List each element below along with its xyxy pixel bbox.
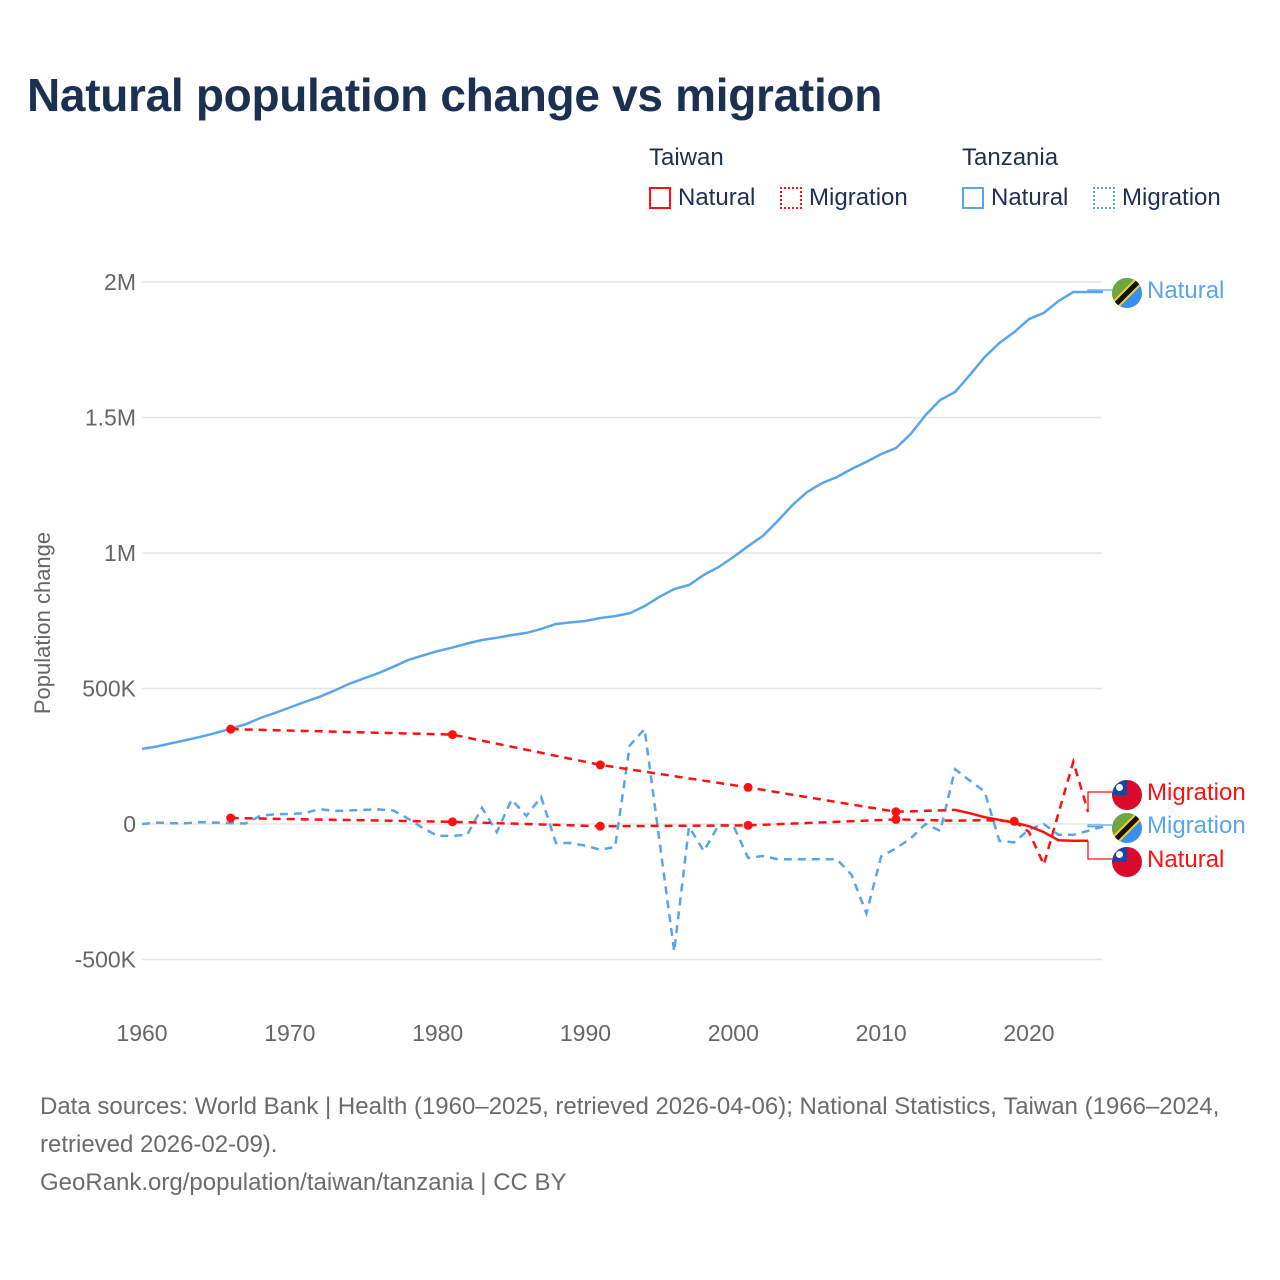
label-leader-line <box>1087 840 1112 860</box>
end-label-taiwan-migration: Migration <box>1147 779 1246 806</box>
line-tanzania-migration <box>141 726 1104 952</box>
data-point-marker[interactable] <box>595 821 605 831</box>
footer: Data sources: World Bank | Health (1960–… <box>40 1088 1250 1202</box>
x-tick-label: 1960 <box>116 1020 167 1046</box>
tanzania-flag-icon <box>1112 278 1142 308</box>
series-taiwan-migration <box>226 757 1090 869</box>
data-point-marker[interactable] <box>447 730 457 740</box>
data-point-marker[interactable] <box>891 814 901 824</box>
data-point-marker[interactable] <box>743 782 753 792</box>
data-point-marker[interactable] <box>447 817 457 827</box>
y-tick-label: 0 <box>123 811 136 837</box>
credit-link[interactable]: GeoRank.org/population/taiwan/tanzania |… <box>40 1169 567 1196</box>
data-sources: Data sources: World Bank | Health (1960–… <box>40 1093 1220 1158</box>
series-tanzania-migration <box>141 726 1104 952</box>
series-tanzania-natural <box>141 290 1103 751</box>
chart-title: Natural population change vs migration <box>27 69 883 121</box>
dotted-swatch-icon <box>780 187 803 209</box>
line-taiwan-natural-sparse <box>230 727 956 814</box>
legend-item-tanzania-migration[interactable]: Migration <box>1093 184 1221 212</box>
y-tick-label: 2M <box>104 269 136 295</box>
legend-group-tanzania: Tanzania Natural Migration <box>962 144 1221 216</box>
line-chart: -500K 0 500K 1M 1.5M 2M 1960 1970 1980 1990 2000 2… <box>30 269 1246 1046</box>
data-point-marker[interactable] <box>226 813 236 823</box>
solid-swatch-icon <box>649 187 671 209</box>
legend-label: Natural <box>991 184 1069 211</box>
x-axis-ticks: 1960 1970 1980 1990 2000 2010 2020 <box>116 1020 1054 1046</box>
x-tick-label: 1990 <box>560 1020 611 1046</box>
series-lines <box>141 290 1104 952</box>
end-label-tanzania-migration: Migration <box>1147 812 1246 839</box>
end-label-tanzania-natural: Natural <box>1147 277 1224 304</box>
data-point-marker[interactable] <box>595 760 605 770</box>
gridlines <box>142 281 1102 961</box>
data-point-marker[interactable] <box>891 807 901 817</box>
legend-label: Migration <box>1122 184 1221 211</box>
label-leader-line <box>1087 791 1112 813</box>
x-tick-label: 1980 <box>412 1020 463 1046</box>
legend-item-tanzania-natural[interactable]: Natural <box>962 184 1068 212</box>
data-point-marker[interactable] <box>743 820 753 830</box>
series-taiwan-natural <box>226 724 1089 843</box>
line-tanzania-natural <box>141 290 1103 751</box>
dotted-swatch-icon <box>1093 187 1116 209</box>
y-tick-label: -500K <box>75 947 137 973</box>
x-tick-label: 2000 <box>708 1020 759 1046</box>
end-labels: Natural Migration Natural Migration <box>1087 277 1246 877</box>
legend-label: Migration <box>809 184 908 211</box>
y-tick-label: 500K <box>82 676 136 702</box>
legend-item-taiwan-natural[interactable]: Natural <box>649 184 755 212</box>
solid-swatch-icon <box>962 187 984 209</box>
data-point-marker[interactable] <box>226 724 236 734</box>
y-axis-label: Population change <box>30 532 55 714</box>
label-leader-line <box>1087 824 1112 828</box>
x-tick-label: 2010 <box>856 1020 907 1046</box>
y-tick-label: 1M <box>104 540 136 566</box>
legend-group-taiwan: Taiwan Natural Migration <box>649 144 926 216</box>
legend-heading: Tanzania <box>962 144 1059 171</box>
legend-heading: Taiwan <box>649 144 724 171</box>
x-tick-label: 2020 <box>1003 1020 1054 1046</box>
label-leader-line <box>1087 289 1112 293</box>
end-label-taiwan-natural: Natural <box>1147 846 1224 873</box>
legend-label: Natural <box>678 184 756 211</box>
tanzania-flag-icon <box>1112 813 1142 843</box>
y-tick-label: 1.5M <box>85 405 136 431</box>
legend-item-taiwan-migration[interactable]: Migration <box>780 184 908 212</box>
y-axis-ticks: -500K 0 500K 1M 1.5M 2M <box>75 269 137 973</box>
taiwan-flag-icon <box>1112 780 1142 810</box>
x-tick-label: 1970 <box>264 1020 315 1046</box>
line-taiwan-natural <box>954 808 1089 843</box>
data-point-marker[interactable] <box>1009 816 1019 826</box>
taiwan-flag-icon <box>1112 847 1142 877</box>
